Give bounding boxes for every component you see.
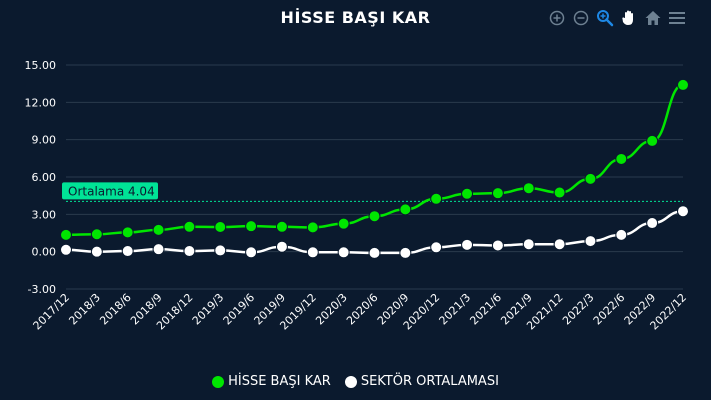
data-point <box>615 228 628 241</box>
pan-hand-icon[interactable] <box>619 8 639 28</box>
data-point <box>461 238 474 251</box>
data-point <box>306 221 319 234</box>
x-tick-label: 2022/6 <box>591 291 628 328</box>
data-point <box>183 245 196 258</box>
y-tick-label: 0.00 <box>32 246 57 259</box>
y-tick-label: 6.00 <box>32 171 57 184</box>
home-icon[interactable] <box>643 8 663 28</box>
data-point <box>399 246 412 259</box>
data-point <box>491 239 504 252</box>
data-point <box>522 238 535 251</box>
average-label: Ortalama 4.04 <box>68 184 155 198</box>
data-point <box>337 217 350 230</box>
data-point <box>615 152 628 165</box>
x-tick-label: 2017/12 <box>31 291 73 333</box>
data-point <box>584 172 597 185</box>
legend-marker-white <box>344 375 357 388</box>
zoom-in-icon[interactable] <box>547 8 567 28</box>
x-tick-label: 2021/6 <box>467 291 504 328</box>
data-point <box>430 192 443 205</box>
legend-label: HİSSE BAŞI KAR <box>228 374 331 389</box>
legend-marker-green <box>212 375 225 388</box>
selection-zoom-icon[interactable] <box>595 8 615 28</box>
data-point <box>677 205 689 218</box>
chart-toolbar <box>547 8 687 28</box>
data-point <box>214 244 227 257</box>
x-tick-label: 2020/3 <box>313 291 350 328</box>
data-point <box>214 221 227 234</box>
data-point <box>584 235 597 248</box>
x-tick-label: 2018/3 <box>66 291 103 328</box>
data-point <box>399 203 412 216</box>
y-tick-label: 9.00 <box>32 134 57 147</box>
data-point <box>461 187 474 200</box>
data-point <box>245 246 258 259</box>
data-point <box>553 186 566 199</box>
data-point <box>275 240 288 253</box>
x-tick-label: 2020/6 <box>344 291 381 328</box>
data-point <box>646 217 659 230</box>
data-point <box>677 78 689 91</box>
data-point <box>368 246 381 259</box>
data-point <box>646 134 659 147</box>
zoom-out-icon[interactable] <box>571 8 591 28</box>
data-point <box>183 220 196 233</box>
data-point <box>60 243 72 256</box>
data-point <box>121 226 134 239</box>
chart-legend: HİSSE BAŞI KAR SEKTÖR ORTALAMASI <box>0 374 711 389</box>
data-point <box>368 210 381 223</box>
y-tick-label: -3.00 <box>28 283 56 296</box>
legend-item-hisse-basi-kar[interactable]: HİSSE BAŞI KAR <box>212 374 331 389</box>
menu-icon[interactable] <box>667 8 687 28</box>
data-point <box>60 228 72 241</box>
data-point <box>306 246 319 259</box>
legend-item-sektor-ortalamasi[interactable]: SEKTÖR ORTALAMASI <box>344 374 499 389</box>
y-tick-label: 3.00 <box>32 208 57 221</box>
data-point <box>491 187 504 200</box>
x-tick-label: 2021/3 <box>437 291 474 328</box>
data-point <box>152 243 165 256</box>
legend-label: SEKTÖR ORTALAMASI <box>360 374 499 389</box>
x-tick-label: 2022/3 <box>560 291 597 328</box>
average-label-box <box>62 182 158 200</box>
y-tick-label: 12.00 <box>25 96 57 109</box>
data-point <box>553 238 566 251</box>
data-point <box>152 223 165 236</box>
x-tick-label: 2018/6 <box>97 291 134 328</box>
data-point <box>90 228 103 241</box>
x-tick-label: 2019/6 <box>221 291 258 328</box>
data-point <box>275 220 288 233</box>
chart-title: HİSSE BAŞI KAR <box>280 8 431 27</box>
data-point <box>337 246 350 259</box>
data-point <box>522 182 535 195</box>
data-point <box>430 241 443 254</box>
line-chart: -3.000.003.006.009.0012.0015.002017/1220… <box>25 59 690 333</box>
data-point <box>121 245 134 258</box>
y-tick-label: 15.00 <box>25 59 57 72</box>
data-point <box>90 245 103 258</box>
data-point <box>245 220 258 233</box>
x-tick-label: 2019/3 <box>190 291 227 328</box>
